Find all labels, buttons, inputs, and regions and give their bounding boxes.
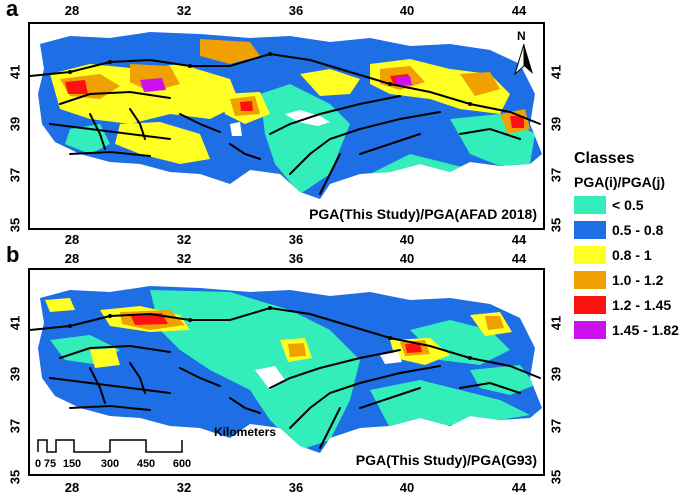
scale-bar-graphic bbox=[37, 439, 183, 453]
lat-tick: 35 bbox=[548, 469, 564, 485]
panel-b-caption: PGA(This Study)/PGA(G93) bbox=[355, 452, 537, 468]
lon-tick: 32 bbox=[176, 3, 192, 18]
lon-tick: 36 bbox=[288, 251, 304, 266]
north-arrow-icon: N bbox=[511, 26, 537, 78]
scale-label: 75 bbox=[43, 458, 57, 470]
legend-label: 0.8 - 1 bbox=[612, 247, 652, 263]
legend-item: 1.2 - 1.45 bbox=[574, 295, 682, 315]
lon-tick: 28 bbox=[64, 251, 80, 266]
lat-tick: 37 bbox=[7, 167, 23, 183]
legend-item: 1.45 - 1.82 bbox=[574, 320, 682, 340]
fault-lines-a bbox=[30, 52, 541, 195]
lon-tick: 40 bbox=[399, 3, 415, 18]
map-panel-b: Kilometers 0 75 150 300 450 600 PGA(This… bbox=[28, 268, 545, 476]
north-label: N bbox=[517, 29, 526, 43]
legend-swatch bbox=[574, 246, 606, 264]
scale-bar: Kilometers 0 75 150 300 450 600 bbox=[34, 418, 277, 470]
fault-lines-b bbox=[30, 306, 541, 449]
lon-tick: 36 bbox=[288, 480, 304, 495]
lat-tick: 39 bbox=[548, 116, 564, 132]
lon-tick: 44 bbox=[511, 232, 527, 247]
legend-label: 1.2 - 1.45 bbox=[612, 297, 672, 313]
lon-tick: 44 bbox=[511, 3, 527, 18]
legend-label: 1.0 - 1.2 bbox=[612, 272, 664, 288]
legend-item: < 0.5 bbox=[574, 195, 682, 215]
lon-tick: 28 bbox=[64, 3, 80, 18]
lon-tick: 28 bbox=[64, 232, 80, 247]
legend-label: < 0.5 bbox=[612, 197, 644, 213]
lat-tick: 39 bbox=[7, 366, 23, 382]
panel-b-letter: b bbox=[6, 242, 20, 267]
scale-label: 450 bbox=[136, 458, 156, 470]
legend-label: 1.45 - 1.82 bbox=[612, 322, 679, 338]
lon-tick: 40 bbox=[399, 232, 415, 247]
lon-tick: 28 bbox=[64, 480, 80, 495]
lon-tick: 32 bbox=[176, 251, 192, 266]
lon-tick: 40 bbox=[399, 480, 415, 495]
lat-tick: 37 bbox=[7, 418, 23, 434]
lon-tick: 44 bbox=[511, 480, 527, 495]
map-panel-a: N PGA(This Study)/PGA(AFAD 2018) bbox=[28, 22, 545, 230]
scale-label: 0 bbox=[34, 458, 42, 470]
scale-label: 150 bbox=[62, 458, 82, 470]
panel-a-caption: PGA(This Study)/PGA(AFAD 2018) bbox=[309, 206, 537, 222]
scale-label: 600 bbox=[172, 458, 192, 470]
lat-tick: 35 bbox=[548, 217, 564, 233]
lat-tick: 35 bbox=[7, 217, 23, 233]
legend-subtitle: PGA(i)/PGA(j) bbox=[574, 174, 665, 190]
legend-item: 0.5 - 0.8 bbox=[574, 220, 682, 240]
lat-tick: 39 bbox=[548, 366, 564, 382]
lon-tick: 40 bbox=[399, 251, 415, 266]
map-b-raster bbox=[30, 286, 542, 453]
lon-tick: 36 bbox=[288, 232, 304, 247]
lat-tick: 41 bbox=[548, 64, 564, 80]
legend-swatch bbox=[574, 271, 606, 289]
lat-tick: 39 bbox=[7, 116, 23, 132]
lon-tick: 32 bbox=[176, 480, 192, 495]
lat-tick: 37 bbox=[548, 167, 564, 183]
lon-tick: 44 bbox=[511, 251, 527, 266]
scale-label: 300 bbox=[100, 458, 120, 470]
lon-tick: 32 bbox=[176, 232, 192, 247]
lat-tick: 41 bbox=[7, 315, 23, 331]
panel-a-letter: a bbox=[6, 0, 19, 21]
legend-item: 0.8 - 1 bbox=[574, 245, 682, 265]
lat-tick: 41 bbox=[7, 64, 23, 80]
legend-swatch bbox=[574, 221, 606, 239]
lat-tick: 35 bbox=[7, 469, 23, 485]
legend-swatch bbox=[574, 321, 606, 339]
legend-swatch bbox=[574, 296, 606, 314]
map-a-raster bbox=[30, 32, 542, 199]
scale-unit: Kilometers bbox=[214, 425, 277, 439]
lon-tick: 36 bbox=[288, 3, 304, 18]
legend-swatch bbox=[574, 196, 606, 214]
lat-tick: 41 bbox=[548, 315, 564, 331]
legend-title: Classes bbox=[574, 150, 635, 167]
legend-label: 0.5 - 0.8 bbox=[612, 222, 664, 238]
lat-tick: 37 bbox=[548, 418, 564, 434]
legend: Classes PGA(i)/PGA(j) < 0.5 0.5 - 0.8 0.… bbox=[574, 150, 682, 340]
legend-item: 1.0 - 1.2 bbox=[574, 270, 682, 290]
